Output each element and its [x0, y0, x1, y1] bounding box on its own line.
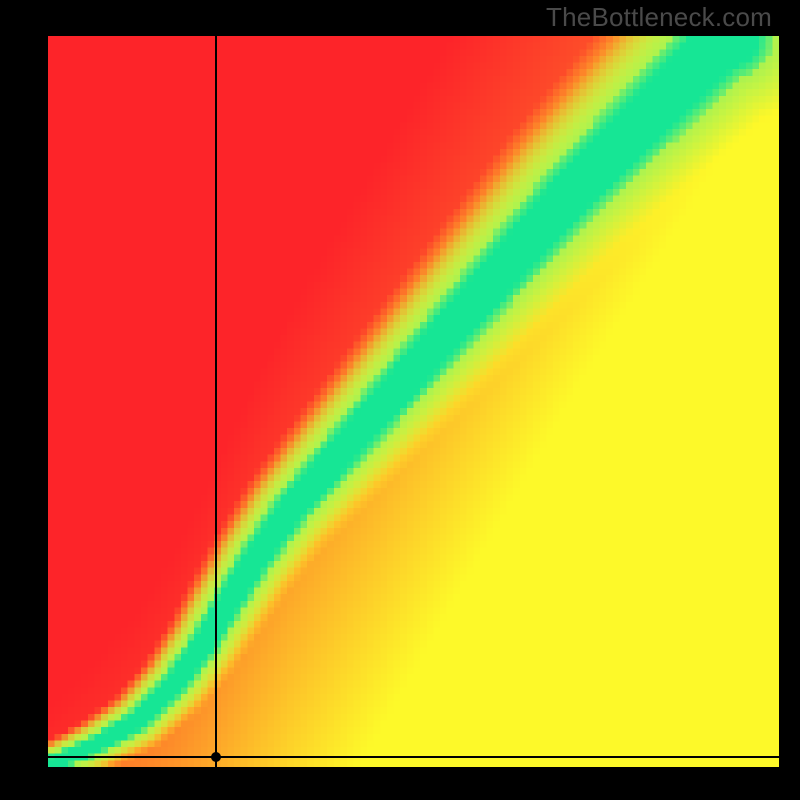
x-axis-line — [48, 756, 779, 758]
chart-container: { "watermark": { "text": "TheBottleneck.… — [0, 0, 800, 800]
heatmap-plot — [48, 36, 779, 767]
axis-marker-dot — [211, 752, 221, 762]
y-axis-line — [215, 36, 217, 767]
watermark-text: TheBottleneck.com — [546, 2, 772, 33]
heatmap-canvas — [48, 36, 779, 767]
